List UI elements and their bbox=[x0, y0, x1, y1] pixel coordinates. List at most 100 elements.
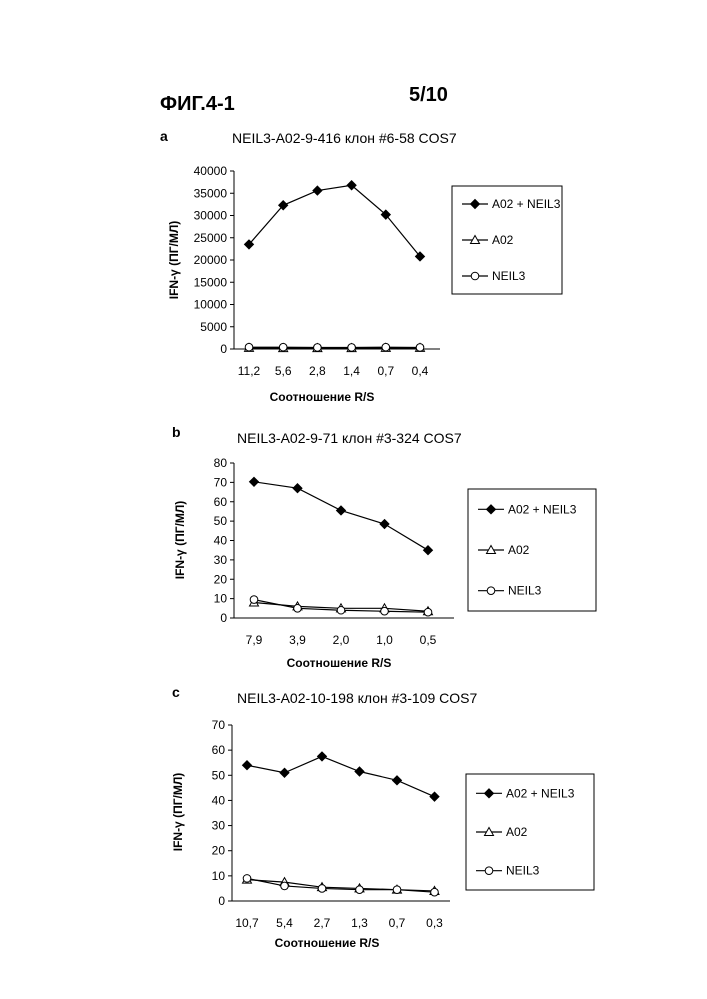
legend-entry: A02 + NEIL3 bbox=[492, 197, 561, 211]
data-point-circle bbox=[314, 344, 322, 352]
data-point-diamond bbox=[430, 792, 439, 801]
x-tick-label: 5,6 bbox=[275, 364, 292, 378]
chart-title: NEIL3-A02-9-416 клон #6-58 COS7 bbox=[232, 130, 457, 146]
chart-title: NEIL3-A02-9-71 клон #3-324 COS7 bbox=[237, 430, 462, 446]
legend: A02 + NEIL3 A02 NEIL3 bbox=[452, 186, 562, 294]
legend-entry: A02 bbox=[506, 825, 528, 839]
y-tick-label: 35000 bbox=[194, 186, 228, 200]
x-tick-label: 1,0 bbox=[376, 633, 393, 647]
y-tick-label: 40000 bbox=[194, 164, 228, 178]
x-tick-label: 0,5 bbox=[420, 633, 437, 647]
y-tick-label: 70 bbox=[214, 475, 228, 489]
chart-panel-a: a NEIL3-A02-9-416 клон #6-58 COS7 0 5000 100… bbox=[160, 128, 562, 404]
data-point-diamond bbox=[380, 520, 389, 529]
y-tick-label: 5000 bbox=[200, 320, 227, 334]
x-tick-label: 10,7 bbox=[235, 916, 259, 930]
data-point-circle bbox=[348, 344, 356, 352]
y-tick-label: 10 bbox=[212, 869, 226, 883]
y-tick-label: 25000 bbox=[194, 231, 228, 245]
x-tick-label: 7,9 bbox=[246, 633, 263, 647]
data-point-circle bbox=[431, 888, 439, 896]
legend-marker-circle bbox=[471, 272, 479, 280]
data-point-diamond bbox=[280, 768, 289, 777]
data-point-circle bbox=[424, 608, 432, 616]
x-tick-label: 11,2 bbox=[238, 364, 261, 378]
y-tick-label: 20000 bbox=[194, 253, 228, 267]
x-tick-label: 3,9 bbox=[289, 633, 306, 647]
data-point-diamond bbox=[313, 186, 322, 195]
chart-panel-b: b NEIL3-A02-9-71 клон #3-324 COS7 0 10 20 30 4… bbox=[172, 424, 596, 670]
legend: A02 + NEIL3 A02 NEIL3 bbox=[466, 774, 594, 890]
legend-marker-circle bbox=[487, 587, 495, 595]
data-point-circle bbox=[393, 886, 401, 894]
y-tick-label: 50 bbox=[214, 514, 228, 528]
series-line-diamond bbox=[249, 185, 420, 256]
y-tick-label: 40 bbox=[212, 793, 226, 807]
y-tick-label: 0 bbox=[218, 894, 225, 908]
y-tick-label: 20 bbox=[214, 572, 228, 586]
legend-entry: A02 bbox=[508, 543, 530, 557]
series-line-diamond bbox=[254, 482, 428, 550]
data-point-circle bbox=[337, 606, 345, 614]
x-axis-title: Соотношение R/S bbox=[270, 390, 375, 404]
y-tick-label: 20 bbox=[212, 844, 226, 858]
data-point-circle bbox=[294, 605, 302, 613]
data-point-circle bbox=[245, 343, 253, 351]
data-point-circle bbox=[381, 607, 389, 615]
x-tick-label: 2,8 bbox=[309, 364, 326, 378]
y-tick-label: 0 bbox=[220, 611, 227, 625]
x-axis-title: Соотношение R/S bbox=[287, 656, 392, 670]
series-line-circle bbox=[247, 878, 435, 892]
data-point-diamond bbox=[293, 484, 302, 493]
x-tick-label: 0,7 bbox=[389, 916, 406, 930]
legend: A02 + NEIL3 A02 NEIL3 bbox=[468, 489, 596, 611]
panel-letter: c bbox=[172, 684, 180, 700]
y-tick-label: 30 bbox=[212, 819, 226, 833]
chart-panel-c: c NEIL3-A02-10-198 клон #3-109 COS7 0 10 20 3… bbox=[171, 684, 594, 950]
y-tick-label: 50 bbox=[212, 768, 226, 782]
legend-marker-circle bbox=[485, 867, 493, 875]
x-tick-label: 0,7 bbox=[377, 364, 394, 378]
data-point-circle bbox=[318, 885, 326, 893]
legend-entry: A02 + NEIL3 bbox=[506, 786, 575, 800]
y-tick-label: 80 bbox=[214, 456, 228, 470]
y-tick-label: 30000 bbox=[194, 209, 228, 223]
y-axis-title: IFN-γ (ПГ/МЛ) bbox=[171, 773, 185, 852]
chart-title: NEIL3-A02-10-198 клон #3-109 COS7 bbox=[237, 690, 477, 706]
charts-canvas: aNEIL3-A02-9-416 клон #6-58 COS705000100… bbox=[0, 0, 707, 999]
y-tick-label: 30 bbox=[214, 553, 228, 567]
y-axis-title: IFN-γ (ПГ/МЛ) bbox=[173, 501, 187, 580]
y-tick-label: 15000 bbox=[194, 275, 228, 289]
data-point-circle bbox=[281, 882, 289, 890]
y-tick-label: 40 bbox=[214, 534, 228, 548]
y-tick-label: 10 bbox=[214, 592, 228, 606]
data-point-diamond bbox=[393, 776, 402, 785]
x-tick-label: 0,3 bbox=[426, 916, 443, 930]
legend-entry: NEIL3 bbox=[492, 269, 526, 283]
y-axis-title: IFN-γ (ПГ/МЛ) bbox=[167, 221, 181, 300]
legend-entry: NEIL3 bbox=[506, 864, 540, 878]
legend-entry: A02 bbox=[492, 233, 514, 247]
panel-letter: b bbox=[172, 424, 181, 440]
y-tick-label: 60 bbox=[214, 495, 228, 509]
data-point-diamond bbox=[355, 767, 364, 776]
legend-entry: NEIL3 bbox=[508, 584, 542, 598]
data-point-diamond bbox=[243, 761, 252, 770]
series-line-diamond bbox=[247, 756, 435, 796]
panel-letter: a bbox=[160, 128, 168, 144]
x-tick-label: 0,4 bbox=[412, 364, 429, 378]
data-point-circle bbox=[382, 343, 390, 351]
legend-entry: A02 + NEIL3 bbox=[508, 502, 577, 516]
x-tick-label: 1,3 bbox=[351, 916, 368, 930]
y-tick-label: 10000 bbox=[194, 298, 228, 312]
y-tick-label: 0 bbox=[220, 342, 227, 356]
data-point-diamond bbox=[318, 752, 327, 761]
x-axis-title: Соотношение R/S bbox=[275, 936, 380, 950]
data-point-diamond bbox=[337, 506, 346, 515]
data-point-circle bbox=[356, 886, 364, 894]
x-tick-label: 1,4 bbox=[343, 364, 360, 378]
y-tick-label: 60 bbox=[212, 743, 226, 757]
x-tick-label: 2,0 bbox=[333, 633, 350, 647]
data-point-diamond bbox=[250, 477, 259, 486]
data-point-circle bbox=[250, 596, 258, 604]
